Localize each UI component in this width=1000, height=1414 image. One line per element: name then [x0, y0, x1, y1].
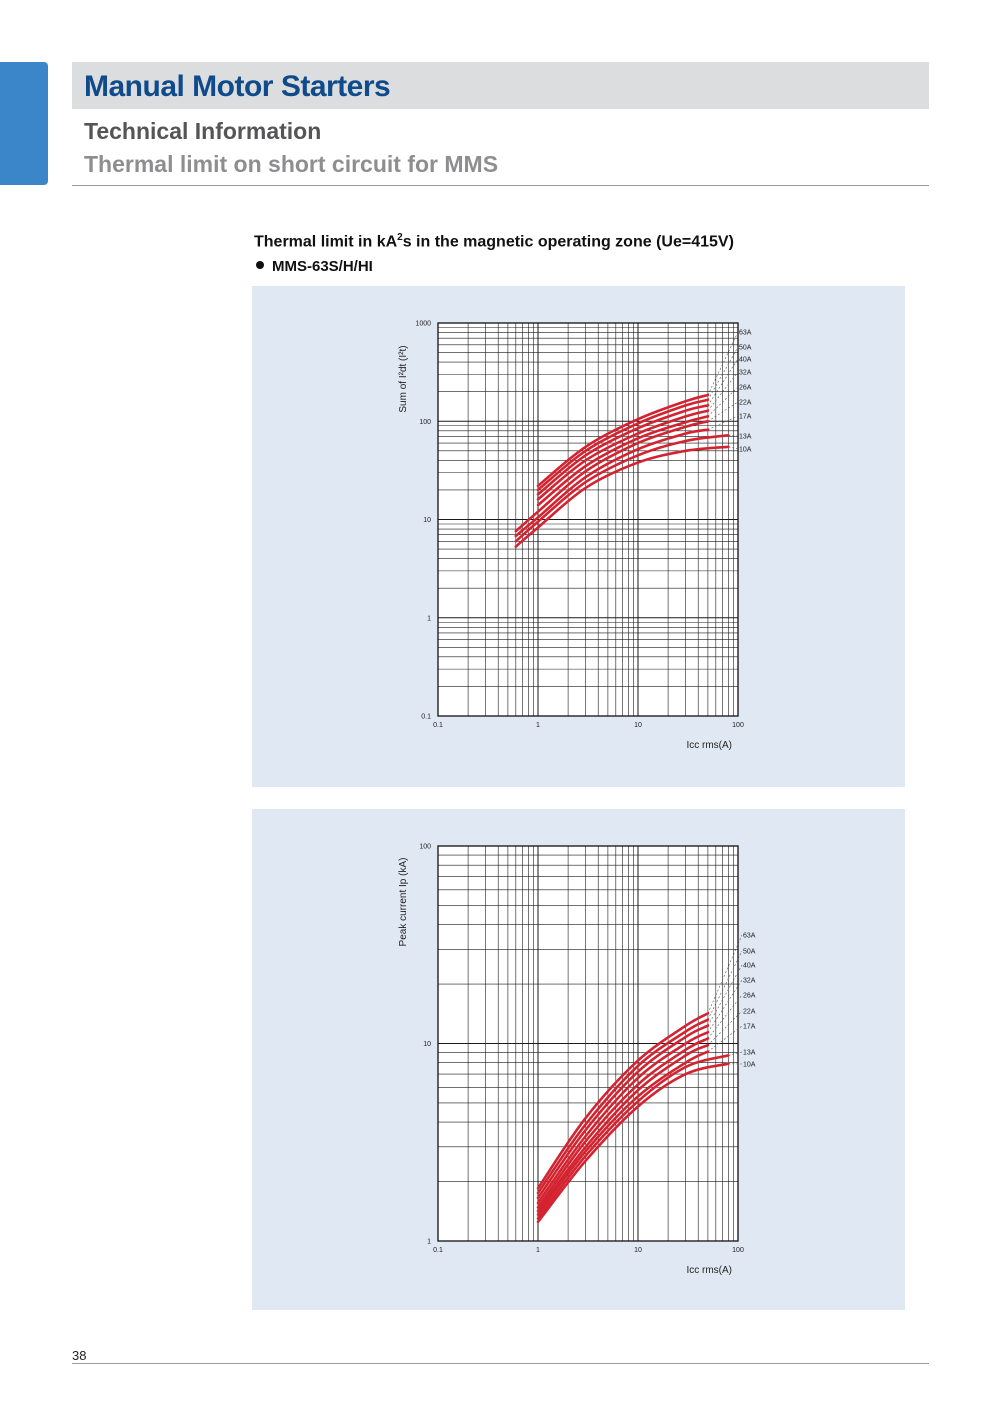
chart-panel-peak: 0.1 1 10 100 1 10 100 Icc rms(A) Peak current Ip…: [252, 809, 905, 1310]
plot-frame: [437, 845, 739, 1242]
series-label-32a: 32A: [739, 370, 752, 377]
series-label-13a: 13A: [739, 434, 752, 441]
y-tick-label: 10: [423, 1041, 431, 1048]
x-axis-label: Icc rms(A): [686, 740, 732, 751]
title-bar: [72, 62, 929, 109]
chart-heading-suffix: s in the magnetic operating zone (Ue=415…: [402, 233, 734, 251]
series-label-63a: 63A: [739, 330, 752, 337]
side-tab: [0, 62, 48, 185]
x-tick-label: 10: [634, 1247, 642, 1254]
series-line-63a: [536, 393, 710, 488]
leader-line: [707, 371, 739, 411]
x-tick-label: 1: [536, 722, 540, 729]
series-line-50a: [536, 1018, 710, 1195]
leader-line: [707, 1025, 743, 1052]
section-title: Technical Information: [84, 118, 322, 144]
series-label-50a: 50A: [743, 949, 756, 956]
bullet-icon: [256, 261, 264, 270]
series-label-40a: 40A: [739, 357, 752, 364]
y-tick-label: 0.1: [421, 714, 431, 721]
page-title: Manual Motor Starters: [84, 70, 391, 103]
header-divider: [72, 185, 929, 186]
footer-divider: [72, 1363, 929, 1364]
series-line-10a: [514, 445, 730, 548]
series-line-13a: [536, 1054, 730, 1220]
series-label-13a: 13A: [743, 1050, 756, 1057]
series-label-50a: 50A: [739, 345, 752, 352]
y-axis-label: Peak current Ip (kA): [398, 858, 409, 947]
series-line-40a: [536, 404, 710, 496]
series-label-10a: 10A: [739, 447, 752, 454]
chart-heading: Thermal limit in kA2s in the magnetic op…: [254, 232, 734, 251]
series-line-26a: [536, 415, 710, 507]
x-tick-label: 10: [634, 722, 642, 729]
leader-line: [707, 950, 743, 1020]
x-tick-label: 0.1: [433, 722, 443, 729]
x-axis-label: Icc rms(A): [686, 1265, 732, 1276]
leader-line: [707, 401, 739, 422]
series-label-40a: 40A: [743, 963, 756, 970]
leader-line: [707, 994, 743, 1039]
series-label-17a: 17A: [739, 414, 752, 421]
section-subtitle: Thermal limit on short circuit for MMS: [84, 151, 499, 177]
chart-i2t: 0.1 1 10 100 0.1 1 10 100 1000 Icc rms(A) Sum of I…: [398, 321, 752, 752]
series-line-32a: [536, 409, 710, 501]
series-line-17a: [536, 1050, 710, 1216]
series-label-22a: 22A: [739, 400, 752, 407]
y-tick-label: 1000: [415, 321, 431, 328]
plot-frame: [437, 322, 739, 717]
series-label-10a: 10A: [743, 1062, 756, 1069]
leader-line: [728, 446, 739, 450]
x-tick-label: 100: [732, 1247, 744, 1254]
series-line-40a: [536, 1024, 710, 1200]
model-text: MMS-63S/H/HI: [272, 258, 373, 275]
leader-line: [707, 358, 739, 406]
series-label-17a: 17A: [743, 1024, 756, 1031]
chart-heading-sup: 2: [397, 232, 403, 243]
series-line-22a: [514, 420, 710, 533]
series-line-50a: [536, 398, 710, 492]
series-line-10a: [536, 1062, 730, 1224]
chart-heading-prefix: Thermal limit in kA: [254, 233, 398, 251]
y-tick-label: 100: [419, 419, 431, 426]
leader-line: [707, 415, 739, 430]
series-label-26a: 26A: [739, 385, 752, 392]
x-tick-label: 1: [536, 1247, 540, 1254]
page-number: 38: [72, 1348, 87, 1363]
series-line-32a: [536, 1031, 710, 1205]
y-tick-label: 1: [427, 1239, 431, 1246]
series-label-63a: 63A: [743, 933, 756, 940]
series-line-22a: [536, 1043, 710, 1213]
series-label-26a: 26A: [743, 993, 756, 1000]
y-tick-label: 1: [427, 615, 431, 622]
model-label: MMS-63S/H/HI: [256, 258, 373, 275]
series-line-63a: [536, 1012, 710, 1190]
y-axis-label: Sum of I²dt (I²t): [398, 345, 409, 412]
series-line-26a: [536, 1037, 710, 1209]
x-tick-label: 0.1: [433, 1247, 443, 1254]
series-label-32a: 32A: [743, 978, 756, 985]
chart-panel-i2t: 0.1 1 10 100 0.1 1 10 100 1000 Icc rms(A) Sum of I…: [252, 286, 905, 787]
leader-line: [707, 979, 743, 1033]
series-line-13a: [514, 434, 730, 543]
series-line-17a: [514, 428, 710, 538]
y-tick-label: 10: [423, 517, 431, 524]
y-tick-label: 100: [419, 844, 431, 851]
leader-line: [707, 1010, 743, 1046]
leader-line: [707, 386, 739, 417]
leader-line: [728, 434, 739, 437]
series-label-22a: 22A: [743, 1009, 756, 1016]
x-tick-label: 100: [732, 722, 744, 729]
